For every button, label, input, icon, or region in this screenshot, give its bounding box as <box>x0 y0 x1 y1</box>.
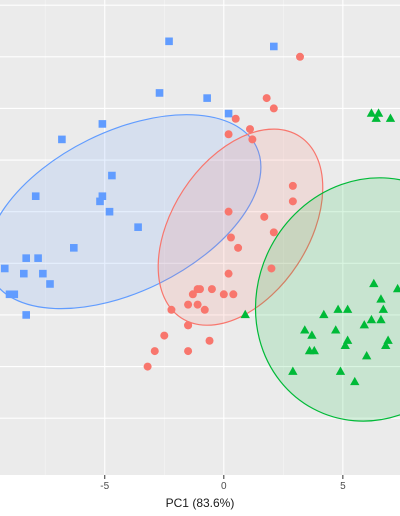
data-point-triangle <box>383 335 393 344</box>
data-point-triangle <box>350 376 360 386</box>
data-point-circle <box>224 207 233 216</box>
data-point-square <box>0 264 9 273</box>
data-point-circle <box>260 212 269 221</box>
data-point-square <box>105 207 114 216</box>
data-point-square <box>224 109 233 118</box>
data-point-triangle <box>300 325 310 334</box>
data-point-square <box>22 311 30 319</box>
data-point-square <box>5 290 14 299</box>
data-point-square <box>134 223 142 231</box>
data-point-triangle <box>333 304 343 313</box>
data-point-circle <box>160 331 169 340</box>
data-point-square <box>96 197 104 206</box>
data-point-triangle <box>359 320 369 329</box>
data-points <box>0 37 400 386</box>
data-point-circle <box>196 285 204 294</box>
data-point-square <box>98 192 107 200</box>
data-point-circle <box>205 336 214 345</box>
data-point-square <box>98 120 107 128</box>
data-point-square <box>20 269 28 278</box>
data-point-circle <box>246 125 254 134</box>
x-axis: -5 0 5 <box>100 475 346 492</box>
data-point-circle <box>150 347 159 356</box>
data-point-triangle <box>366 314 377 324</box>
data-point-circle <box>269 104 278 113</box>
confidence-ellipses <box>0 114 400 422</box>
x-axis-title: PC1 (83.6%) <box>166 496 235 510</box>
data-point-circle <box>167 305 176 314</box>
data-point-triangle <box>361 351 372 360</box>
x-tick-label: -5 <box>100 481 109 492</box>
data-point-circle <box>224 130 233 139</box>
data-point-circle <box>193 300 202 309</box>
data-point-circle <box>288 181 297 190</box>
data-point-triangle <box>307 330 317 339</box>
data-point-triangle <box>385 113 396 122</box>
data-point-square <box>165 37 173 46</box>
data-point-triangle <box>335 366 346 375</box>
confidence-ellipse <box>0 114 262 310</box>
data-point-circle <box>296 52 304 61</box>
data-point-square <box>34 254 42 262</box>
confidence-ellipse <box>157 128 324 326</box>
data-point-triangle <box>319 309 329 319</box>
data-point-circle <box>262 94 271 103</box>
data-point-triangle <box>288 366 298 375</box>
data-point-square <box>155 89 164 97</box>
data-point-triangle <box>381 340 391 350</box>
data-point-square <box>203 94 211 102</box>
data-point-circle <box>269 228 278 237</box>
data-point-circle <box>267 264 276 273</box>
data-point-square <box>10 290 19 299</box>
data-point-square <box>70 244 78 252</box>
x-tick-label: 0 <box>221 481 227 492</box>
data-point-circle <box>229 290 238 299</box>
data-point-triangle <box>240 309 250 319</box>
data-point-circle <box>184 300 193 309</box>
plot-panel <box>0 0 400 475</box>
data-point-circle <box>188 290 197 299</box>
data-point-triangle <box>366 108 377 117</box>
data-point-circle <box>184 321 193 330</box>
x-tick-label: 5 <box>340 481 346 492</box>
data-point-circle <box>219 290 228 299</box>
data-point-triangle <box>376 314 386 324</box>
data-point-circle <box>184 347 193 356</box>
data-point-circle <box>143 362 152 371</box>
data-point-circle <box>224 269 233 278</box>
data-point-circle <box>200 305 209 314</box>
data-point-triangle <box>392 283 400 293</box>
data-point-circle <box>288 197 297 206</box>
data-point-triangle <box>378 304 389 313</box>
data-point-circle <box>248 135 257 144</box>
data-point-square <box>58 135 66 144</box>
data-point-triangle <box>371 113 381 122</box>
data-point-circle <box>231 114 240 123</box>
data-point-square <box>22 254 30 262</box>
data-point-circle <box>234 243 243 252</box>
data-point-triangle <box>340 340 350 350</box>
data-point-circle <box>226 233 235 242</box>
data-point-triangle <box>331 325 341 334</box>
data-point-triangle <box>376 294 386 303</box>
data-point-triangle <box>309 345 319 355</box>
confidence-ellipse <box>254 177 400 422</box>
data-point-square <box>46 280 54 288</box>
data-point-triangle <box>342 304 353 313</box>
data-point-square <box>108 171 116 180</box>
data-point-triangle <box>369 278 379 288</box>
data-point-square <box>31 192 40 200</box>
data-point-square <box>39 269 47 278</box>
data-point-circle <box>207 285 216 294</box>
data-point-square <box>270 42 278 51</box>
